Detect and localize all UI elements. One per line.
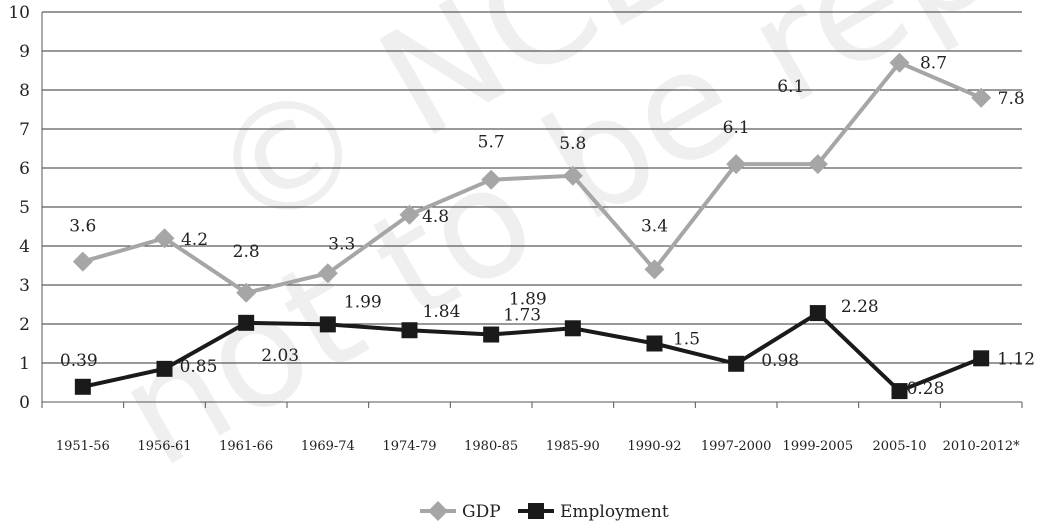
employment-point [646, 335, 663, 352]
data-labels: 3.6 4.2 2.8 3.3 4.8 5.7 5.8 3.4 6.1 6.1 8.7 7.8 0.39… [60, 54, 1035, 399]
gdp-data-label: 5.8 [559, 134, 586, 154]
gdp-point [562, 165, 583, 186]
y-tick-label: 10 [8, 3, 30, 23]
employment-data-label: 1.99 [344, 292, 382, 312]
gdp-point [72, 251, 93, 272]
gdp-point [726, 154, 747, 175]
employment-data-label: 0.85 [180, 357, 218, 377]
employment-series-line [82, 310, 982, 394]
gdp-data-label: 6.1 [723, 118, 750, 138]
x-tick-label: 1974-79 [382, 439, 436, 454]
employment-point [728, 355, 745, 372]
gdp-data-label: 4.8 [422, 207, 449, 227]
employment-point [319, 316, 336, 333]
gdp-point [971, 87, 992, 108]
y-axis-ticks: 0 1 2 3 4 5 6 7 8 9 10 [8, 3, 30, 413]
x-axis-ticks: 1951-56 1956-61 1961-66 1969-74 1974-79 1980-… [56, 439, 1020, 454]
gdp-point [644, 259, 665, 280]
employment-data-label: 2.28 [841, 297, 879, 317]
y-tick-label: 5 [19, 198, 30, 218]
y-tick-label: 7 [19, 120, 30, 140]
gdp-point [481, 169, 502, 190]
y-tick-label: 3 [19, 276, 30, 296]
employment-point [74, 378, 91, 395]
gdp-legend-marker [428, 501, 448, 521]
employment-point [891, 383, 908, 400]
y-tick-label: 6 [19, 159, 30, 179]
employment-point [401, 322, 418, 339]
employment-data-label: 1.5 [673, 330, 700, 350]
y-tick-label: 1 [19, 354, 30, 374]
gridlines [42, 11, 1022, 364]
x-tick-label: 1961-66 [219, 439, 273, 454]
watermark: © NCERT not to be rep [91, 0, 1020, 501]
axes [41, 12, 1023, 408]
y-tick-label: 9 [19, 42, 30, 62]
gdp-point [807, 154, 828, 175]
gdp-data-label: 3.6 [69, 217, 96, 237]
gdp-series-line [82, 60, 982, 295]
employment-point [238, 314, 255, 331]
gdp-legend-label: GDP [462, 502, 501, 522]
employment-point [564, 320, 581, 337]
employment-point [483, 326, 500, 343]
employment-data-label: 1.12 [997, 349, 1035, 369]
x-tick-label: 1980-85 [464, 439, 518, 454]
x-tick-label: 1990-92 [627, 439, 681, 454]
gdp-point [236, 282, 257, 303]
employment-point [809, 305, 826, 322]
gdp-data-label: 3.3 [328, 234, 355, 254]
gdp-point [317, 263, 338, 284]
gdp-point [154, 228, 175, 249]
gdp-point [889, 52, 910, 73]
gdp-data-label: 5.7 [478, 133, 505, 153]
x-tick-label: 1956-61 [137, 439, 191, 454]
gdp-data-label: 6.1 [777, 77, 804, 97]
legend: GDP Employment [420, 501, 669, 522]
series-layer [72, 52, 992, 400]
employment-legend-marker [528, 503, 544, 519]
gdp-data-label: 3.4 [641, 216, 668, 236]
gdp-point [399, 204, 420, 225]
y-tick-label: 0 [19, 393, 30, 413]
employment-point [156, 360, 173, 377]
employment-data-label: 1.84 [423, 302, 461, 322]
employment-data-label: 0.98 [761, 351, 799, 371]
gdp-data-label: 7.8 [998, 89, 1025, 109]
employment-data-label: 2.03 [261, 346, 299, 366]
employment-data-label: 1.73 [503, 306, 541, 326]
x-tick-label: 1985-90 [546, 439, 600, 454]
x-tick-label: 2005-10 [872, 439, 926, 454]
gdp-data-label: 8.7 [920, 54, 947, 74]
x-tick-label: 1997-2000 [701, 439, 772, 454]
employment-data-label: 0.28 [907, 379, 945, 399]
employment-data-label: 0.39 [60, 351, 98, 371]
employment-point [973, 350, 990, 367]
y-tick-label: 4 [19, 237, 30, 257]
x-tick-label: 1999-2005 [783, 439, 854, 454]
employment-legend-label: Employment [560, 502, 669, 522]
gdp-data-label: 2.8 [233, 242, 260, 262]
y-tick-label: 2 [19, 315, 30, 335]
x-tick-label: 1969-74 [301, 439, 355, 454]
x-tick-label: 2010-2012* [943, 439, 1021, 454]
y-tick-label: 8 [19, 81, 30, 101]
x-tick-label: 1951-56 [56, 439, 110, 454]
employment-data-label: 1.89 [509, 289, 547, 309]
gdp-data-label: 4.2 [181, 230, 208, 250]
